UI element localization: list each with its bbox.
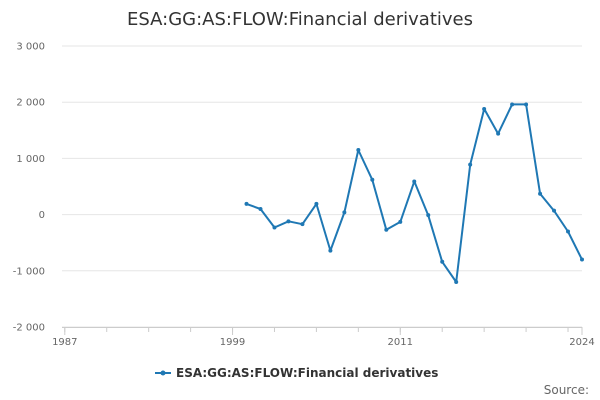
y-tick-label: 2 000 (16, 98, 45, 109)
data-point[interactable] (398, 219, 403, 224)
y-tick-label: 1 000 (16, 154, 45, 165)
data-point[interactable] (468, 162, 473, 167)
x-axis: 1987 1999 2011 2024 (52, 327, 595, 348)
data-point[interactable] (356, 147, 361, 152)
y-tick-label: -2 000 (13, 323, 45, 334)
data-point[interactable] (412, 179, 417, 184)
data-point[interactable] (342, 210, 347, 215)
data-point[interactable] (510, 102, 515, 107)
y-tick-label: -1 000 (13, 266, 45, 277)
data-point[interactable] (384, 227, 389, 232)
series-line[interactable] (246, 103, 583, 283)
x-tick-label: 1987 (52, 337, 77, 348)
data-point[interactable] (454, 280, 459, 285)
data-point[interactable] (580, 257, 584, 262)
data-point[interactable] (328, 248, 333, 253)
data-point[interactable] (314, 201, 319, 206)
data-point[interactable] (286, 219, 291, 224)
legend[interactable]: ESA:GG:AS:FLOW:Financial derivatives (155, 366, 438, 380)
data-point[interactable] (426, 213, 431, 218)
gridlines (62, 45, 582, 328)
data-point[interactable] (258, 206, 263, 211)
legend-label: ESA:GG:AS:FLOW:Financial derivatives (176, 366, 438, 380)
y-axis-ticks: 3 000 2 000 1 000 0 -1 000 -2 000 (13, 42, 45, 334)
plot-area (244, 102, 584, 285)
data-point[interactable] (300, 222, 305, 227)
x-tick-label: 1999 (220, 337, 245, 348)
source-label[interactable]: Source: (544, 383, 589, 397)
data-point[interactable] (482, 106, 487, 111)
data-point[interactable] (566, 229, 571, 234)
data-point[interactable] (244, 201, 249, 206)
legend-point-marker (160, 370, 166, 376)
data-point[interactable] (272, 225, 277, 230)
data-point[interactable] (524, 102, 529, 107)
data-point[interactable] (370, 177, 375, 182)
y-tick-label: 0 (39, 210, 45, 221)
x-tick-label: 2011 (388, 337, 413, 348)
x-tick-label: 2024 (569, 337, 594, 348)
chart-title: ESA:GG:AS:FLOW:Financial derivatives (127, 9, 473, 30)
y-tick-label: 3 000 (16, 42, 45, 53)
data-point[interactable] (496, 131, 501, 136)
data-point[interactable] (552, 208, 557, 213)
data-point[interactable] (440, 259, 445, 264)
data-point[interactable] (538, 191, 543, 196)
